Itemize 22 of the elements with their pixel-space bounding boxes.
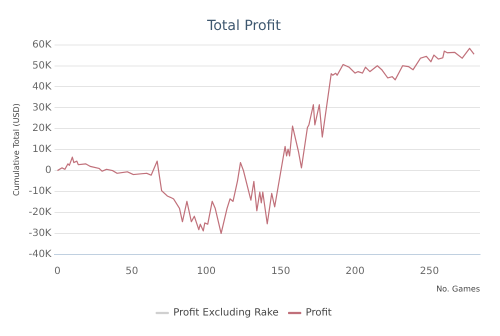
x-tick-label: 50: [125, 266, 138, 277]
legend-label: Profit Excluding Rake: [173, 308, 279, 319]
y-tick-label: 50K: [32, 60, 52, 72]
y-axis-title: Cumulative Total (USD): [12, 103, 21, 196]
y-tick-label: -20K: [28, 207, 52, 218]
y-tick-label: 60K: [32, 39, 52, 50]
y-tick-label: 30K: [32, 102, 52, 114]
y-tick-label: -40K: [28, 248, 52, 260]
chart-title: Total Profit: [206, 18, 282, 34]
y-tick-label: 20K: [32, 123, 52, 134]
y-tick-label: -30K: [28, 228, 52, 240]
y-tick-label: 40K: [32, 81, 52, 92]
x-tick-label: 150: [271, 266, 290, 277]
y-tick-label: 0: [45, 165, 52, 176]
legend-label: Profit: [306, 308, 332, 319]
y-tick-label: -10K: [28, 186, 52, 198]
x-axis-title: No. Games: [436, 284, 480, 294]
x-tick-label: 100: [196, 266, 216, 277]
x-tick-label: 200: [345, 266, 365, 277]
y-tick-label: 10K: [32, 144, 52, 156]
x-tick-label: 250: [420, 266, 439, 277]
x-tick-label: 0: [54, 266, 61, 277]
